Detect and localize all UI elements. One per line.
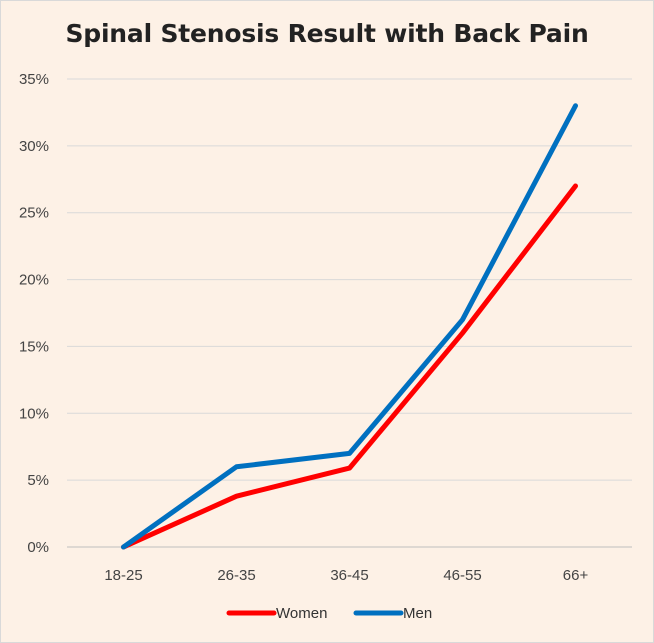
y-tick-label: 10% (19, 405, 49, 422)
y-tick-label: 15% (19, 338, 49, 355)
x-tick-label: 18-25 (104, 567, 142, 584)
legend-label-men: Men (403, 605, 432, 622)
legend-label-women: Women (276, 605, 327, 622)
y-tick-label: 35% (19, 71, 49, 88)
y-tick-label: 0% (27, 539, 49, 556)
series-line-women (121, 183, 578, 550)
y-tick-label: 30% (19, 138, 49, 155)
y-tick-label: 5% (27, 472, 49, 489)
y-tick-label: 20% (19, 272, 49, 289)
x-tick-label: 46-55 (443, 567, 481, 584)
series-line-men (121, 103, 578, 550)
y-tick-label: 25% (19, 205, 49, 222)
x-tick-label: 36-45 (330, 567, 368, 584)
x-tick-label: 26-35 (217, 567, 255, 584)
chart-title: Spinal Stenosis Result with Back Pain (65, 19, 589, 48)
x-tick-label: 66+ (563, 567, 589, 584)
